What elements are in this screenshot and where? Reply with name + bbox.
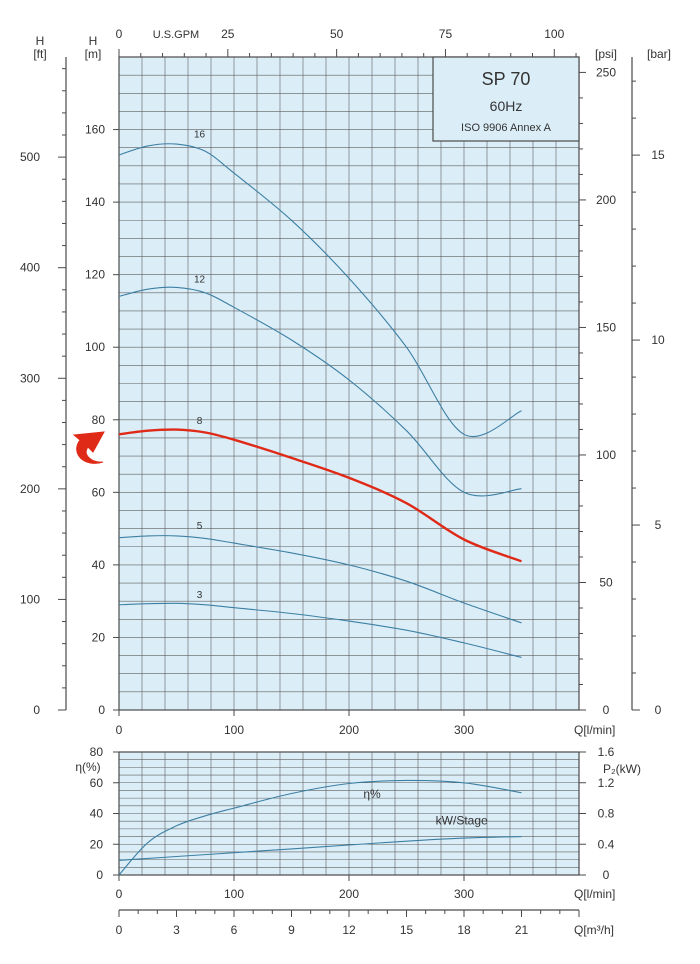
efficiency-curves: η% kW/Stage	[118, 779, 522, 876]
efficiency-curve-label: η%	[363, 787, 381, 801]
y-bar-tick-label: 15	[651, 148, 665, 162]
y-m-tick-label: 0	[98, 703, 105, 717]
curve-stage-5	[118, 535, 522, 624]
y-psi-tick-label: 100	[596, 448, 616, 462]
chart-standard: ISO 9906 Annex A	[461, 122, 552, 134]
power-axis-label: P₂(kW)	[603, 762, 641, 776]
curve-stage-16	[118, 143, 522, 437]
x-tick-label: 200	[339, 723, 359, 737]
x-axis-label: Q[l/min]	[574, 723, 615, 737]
y-bar-label: [bar]	[647, 47, 671, 61]
curve-stage-3	[118, 602, 522, 658]
y-psi-label: [psi]	[595, 47, 617, 61]
power-curve	[118, 836, 522, 861]
flow-m3h-tick-label: 6	[231, 923, 238, 937]
flow-m3h-tick-label: 3	[173, 923, 180, 937]
flow-m3h-tick-label: 15	[400, 923, 414, 937]
curve-label-8: 8	[197, 416, 203, 427]
curve-label-3: 3	[197, 590, 203, 601]
flow-m3h-tick-label: 12	[342, 923, 356, 937]
y-ft-tick-label: 400	[20, 261, 40, 275]
y-m-tick-label: 100	[85, 340, 105, 354]
x-tick-label: 100	[224, 887, 244, 901]
y-ft-tick-label: 500	[20, 150, 40, 164]
y-psi-tick-label: 50	[599, 575, 613, 589]
y-psi-tick-label: 200	[596, 193, 616, 207]
y-m-label-2: [m]	[85, 47, 102, 61]
y-psi-tick-label: 250	[596, 65, 616, 79]
y-m-tick-label: 60	[92, 485, 106, 499]
y-ft-label-2: [ft]	[33, 47, 46, 61]
eta-tick-label: 80	[90, 745, 104, 759]
y-bar-tick-label: 5	[655, 518, 662, 532]
x-tick-label: 100	[224, 723, 244, 737]
top-axis-label: U.S.GPM	[153, 29, 199, 41]
x-tick-label: 300	[454, 723, 474, 737]
eta-axis-label: η(%)	[75, 760, 100, 774]
y-ft-tick-label: 300	[20, 371, 40, 385]
y-psi-tick-label: 150	[596, 320, 616, 334]
curve-label-12: 12	[194, 275, 206, 286]
y-m-tick-label: 40	[92, 558, 106, 572]
main-grid	[119, 57, 579, 710]
y-psi-tick-label: 0	[603, 703, 610, 717]
flow-m3h-tick-label: 0	[116, 923, 123, 937]
title-box: SP 70 60Hz ISO 9906 Annex A	[432, 56, 580, 142]
power-curve-label: kW/Stage	[436, 813, 488, 827]
power-tick-label: 0.4	[598, 837, 615, 851]
top-axis-tick-label: 0	[116, 27, 123, 41]
top-axis-tick-label: 100	[544, 27, 564, 41]
top-axis-tick-label: 75	[439, 27, 453, 41]
flow-m3h-label: Q[m³/h]	[574, 923, 614, 937]
main-curves: 16 12 8 5 3	[118, 129, 522, 658]
y-m-label-1: H	[89, 34, 98, 48]
y-ft-tick-label: 0	[33, 703, 40, 717]
y-m-tick-label: 80	[92, 413, 106, 427]
eta-tick-label: 60	[90, 776, 104, 790]
eta-tick-label: 0	[96, 868, 103, 882]
x-tick-label: 0	[116, 887, 123, 901]
y-m-tick-label: 120	[85, 268, 105, 282]
curve-label-5: 5	[197, 521, 203, 532]
flow-m3h-tick-label: 18	[457, 923, 471, 937]
y-m-tick-label: 140	[85, 195, 105, 209]
curve-stage-12	[118, 286, 522, 497]
power-tick-label: 1.6	[598, 745, 615, 759]
flow-m3h-tick-label: 9	[288, 923, 295, 937]
eta-tick-label: 20	[90, 837, 104, 851]
efficiency-axes: 0 20 40 60 80 0 0.4 0.8 1.2 1.6 0 100 200 300	[90, 745, 615, 901]
y-bar-tick-label: 0	[655, 703, 662, 717]
top-axis-tick-label: 50	[330, 27, 344, 41]
main-axes: 0204060801001201401600100200300400500050…	[20, 27, 665, 737]
main-chart: 0204060801001201401600100200300400500050…	[20, 27, 671, 737]
power-tick-label: 1.2	[598, 776, 615, 790]
curve-label-16: 16	[194, 129, 206, 140]
y-ft-label-1: H	[36, 34, 45, 48]
efficiency-x-axis-label: Q[l/min]	[574, 887, 615, 901]
y-ft-tick-label: 100	[20, 592, 40, 606]
y-m-tick-label: 160	[85, 123, 105, 137]
top-axis-tick-label: 25	[221, 27, 235, 41]
x-tick-label: 0	[116, 723, 123, 737]
y-m-tick-label: 20	[92, 630, 106, 644]
power-tick-label: 0	[603, 868, 610, 882]
flow-m3h-axis: 0 3 6 9 12 15 18 21	[116, 909, 580, 937]
y-ft-tick-label: 200	[20, 482, 40, 496]
chart-title: SP 70	[482, 69, 531, 89]
efficiency-grid	[119, 752, 579, 875]
flow-m3h-tick-label: 21	[515, 923, 529, 937]
x-tick-label: 300	[454, 887, 474, 901]
efficiency-curve	[118, 779, 522, 876]
y-bar-tick-label: 10	[651, 333, 665, 347]
curved-arrow-icon	[72, 431, 105, 464]
eta-tick-label: 40	[90, 807, 104, 821]
power-tick-label: 0.8	[598, 807, 615, 821]
chart-frequency: 60Hz	[490, 98, 523, 114]
curve-stage-8	[118, 428, 522, 563]
x-tick-label: 200	[339, 887, 359, 901]
title-box-frame	[432, 56, 580, 142]
